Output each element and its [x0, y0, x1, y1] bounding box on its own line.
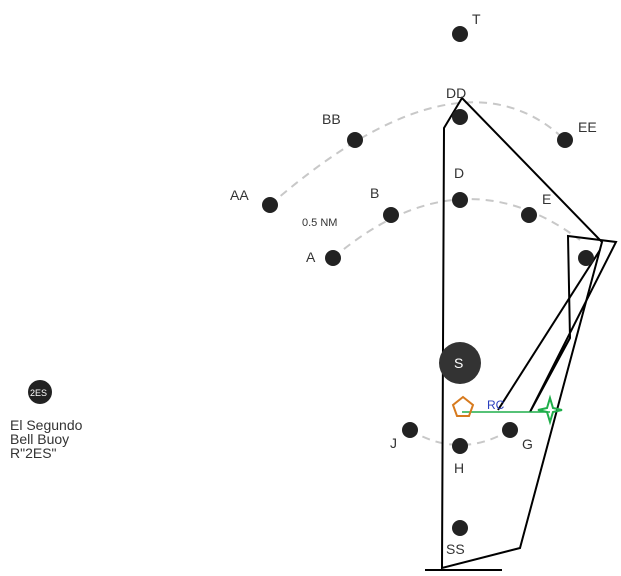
mark-a: [325, 250, 341, 266]
label-t: T: [472, 11, 481, 27]
mark-t: [452, 26, 468, 42]
pentagon-icon: [451, 395, 475, 417]
outer-distance-arc: [269, 101, 566, 206]
legend-buoy-icon: [28, 380, 52, 404]
label-dd: DD: [446, 85, 466, 101]
mark-bb: [347, 132, 363, 148]
mark-g: [502, 422, 518, 438]
legend-line-1: El Segundo: [10, 417, 83, 433]
label-bb: BB: [322, 111, 341, 127]
mark-aa: [262, 197, 278, 213]
scale-label: 0.5 NM: [302, 217, 337, 229]
mark-h: [452, 438, 468, 454]
mark-e: [521, 207, 537, 223]
mark-ee: [557, 132, 573, 148]
label-e: E: [542, 191, 551, 207]
legend-caption: El Segundo Bell Buoy R"2ES": [10, 418, 82, 460]
mark-d: [452, 192, 468, 208]
label-a: A: [306, 249, 316, 265]
mark-offset: [578, 250, 594, 266]
mark-ss: [452, 520, 468, 536]
label-ss: SS: [446, 541, 465, 557]
label-rc: RC: [487, 398, 505, 412]
offset-course-box: [529, 234, 618, 413]
mark-b: [383, 207, 399, 223]
label-j: J: [390, 435, 397, 451]
star-icon: [537, 394, 563, 426]
label-g: G: [522, 436, 533, 452]
label-s: S: [454, 355, 463, 371]
inner-distance-arc: [332, 198, 581, 259]
mark-j: [402, 422, 418, 438]
mark-s: [439, 342, 481, 384]
legend-line-3: R"2ES": [10, 445, 57, 461]
label-b: B: [370, 185, 379, 201]
label-aa: AA: [230, 187, 249, 203]
leg-line: [497, 249, 601, 411]
label-d: D: [454, 165, 464, 181]
legend-badge-text: 2ES: [30, 388, 47, 398]
label-h: H: [454, 460, 464, 476]
legend-line-2: Bell Buoy: [10, 431, 70, 447]
course-outline: [440, 96, 604, 570]
mark-dd: [452, 109, 468, 125]
label-ee: EE: [578, 119, 597, 135]
